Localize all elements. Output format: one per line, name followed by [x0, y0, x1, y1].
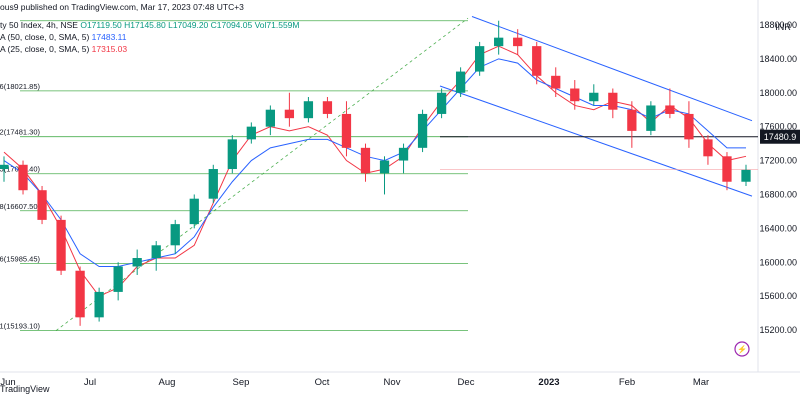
- x-tick-label: Mar: [693, 377, 709, 388]
- replay-icon: ⚡: [737, 344, 747, 354]
- candle-up: [379, 160, 390, 174]
- x-tick-label: Jun: [0, 377, 15, 388]
- x-tick-label: Dec: [458, 377, 475, 388]
- candle-down: [513, 37, 523, 47]
- candle-up: [246, 126, 256, 140]
- candle-down: [608, 92, 618, 110]
- x-tick-label: Nov: [384, 377, 401, 388]
- candle-down: [570, 88, 580, 102]
- y-tick-label: 17600.00: [759, 122, 797, 132]
- y-tick-label: 17200.00: [759, 156, 797, 166]
- candle-up: [265, 109, 275, 127]
- candle-up: [646, 105, 656, 131]
- candle-down: [284, 109, 295, 119]
- y-tick-label: 15200.00: [759, 325, 797, 335]
- x-tick-label: Feb: [619, 377, 635, 388]
- candle-up: [151, 245, 161, 259]
- ma25-value: 17315.03: [91, 44, 128, 54]
- ma25-legend[interactable]: A (25, close, 0, SMA, 5) 17315.03: [0, 45, 127, 54]
- candle-up: [436, 92, 447, 114]
- y-tick-label: 18400.00: [759, 54, 797, 64]
- fib-level-label: 0.236(18021.85): [0, 82, 41, 91]
- x-tick-label: Sep: [233, 377, 250, 388]
- candle-up: [227, 139, 237, 170]
- y-tick-label: 15600.00: [759, 291, 797, 301]
- channel-lower-line: [439, 85, 753, 197]
- candle-up: [113, 266, 123, 292]
- price-label-box: [760, 129, 800, 144]
- candle-down: [665, 105, 675, 114]
- ohlc-values: O17119.50 H17145.80 L17049.20 C17094.05 …: [80, 20, 300, 30]
- channel-upper-line: [471, 16, 753, 122]
- fib-level-label: 0.786(15985.45): [0, 254, 41, 263]
- candle-up: [132, 258, 142, 267]
- candle-up: [94, 291, 104, 318]
- fib-level-label: 0.618(16607.50): [0, 202, 41, 211]
- candle-down: [532, 46, 542, 76]
- candle-down: [551, 75, 561, 89]
- publish-line: ous9 published on TradingView.com, Mar 1…: [0, 2, 244, 12]
- candle-down: [75, 270, 85, 318]
- fib-level-label: 0.382(17481.30): [0, 128, 41, 137]
- candle-up: [0, 164, 9, 170]
- candle-up: [494, 37, 504, 47]
- y-tick-label: 16400.00: [759, 223, 797, 233]
- symbol-info: ty 50 Index, 4h, NSE O17119.50 H17145.80…: [0, 21, 299, 30]
- candle-down: [627, 109, 637, 131]
- candle-up: [475, 46, 485, 72]
- candle-down: [56, 219, 66, 271]
- candle-down: [684, 113, 694, 140]
- y-tick-label: 16000.00: [759, 257, 797, 267]
- ma25-label: A (25, close, 0, SMA, 5): [0, 44, 90, 54]
- replay-icon: [734, 341, 750, 357]
- candle-up: [189, 198, 199, 225]
- fib-level-label: 1(15193.10): [0, 322, 40, 331]
- price-label-value: 17480.9: [764, 132, 797, 142]
- candle-up: [417, 113, 428, 148]
- candle-down: [37, 190, 47, 220]
- candle-up: [303, 101, 314, 119]
- candle-down: [18, 164, 28, 191]
- x-tick-label: Jul: [84, 377, 96, 388]
- ma50-value: 17483.11: [91, 32, 127, 42]
- candle-down: [360, 147, 371, 174]
- x-tick-label: Aug: [159, 377, 176, 388]
- candle-down: [703, 139, 713, 157]
- candle-down: [722, 156, 732, 182]
- candle-down: [322, 101, 333, 114]
- candle-up: [589, 92, 599, 102]
- y-tick-label: 18000.00: [759, 88, 797, 98]
- candle-up: [455, 71, 466, 93]
- x-tick-label: Oct: [315, 377, 330, 388]
- candle-up: [398, 147, 409, 161]
- tradingview-logo[interactable]: TradingView: [0, 384, 50, 394]
- x-tick-label: 2023: [538, 377, 559, 388]
- y-tick-label: 18800.00: [759, 20, 797, 30]
- currency-label: INR: [775, 22, 791, 32]
- ma50-legend[interactable]: A (50, close, 0, SMA, 5) 17483.11: [0, 33, 127, 42]
- candle-down: [341, 113, 352, 148]
- ma25-line: [3, 45, 747, 297]
- symbol-name: ty 50 Index, 4h, NSE: [0, 20, 78, 30]
- candle-up: [741, 169, 751, 182]
- ma50-label: A (50, close, 0, SMA, 5): [0, 32, 90, 42]
- candle-up: [170, 224, 180, 246]
- candle-up: [208, 169, 218, 199]
- fib-trend-line: [55, 17, 469, 331]
- y-tick-label: 16800.00: [759, 189, 797, 199]
- ma50-line: [3, 58, 746, 267]
